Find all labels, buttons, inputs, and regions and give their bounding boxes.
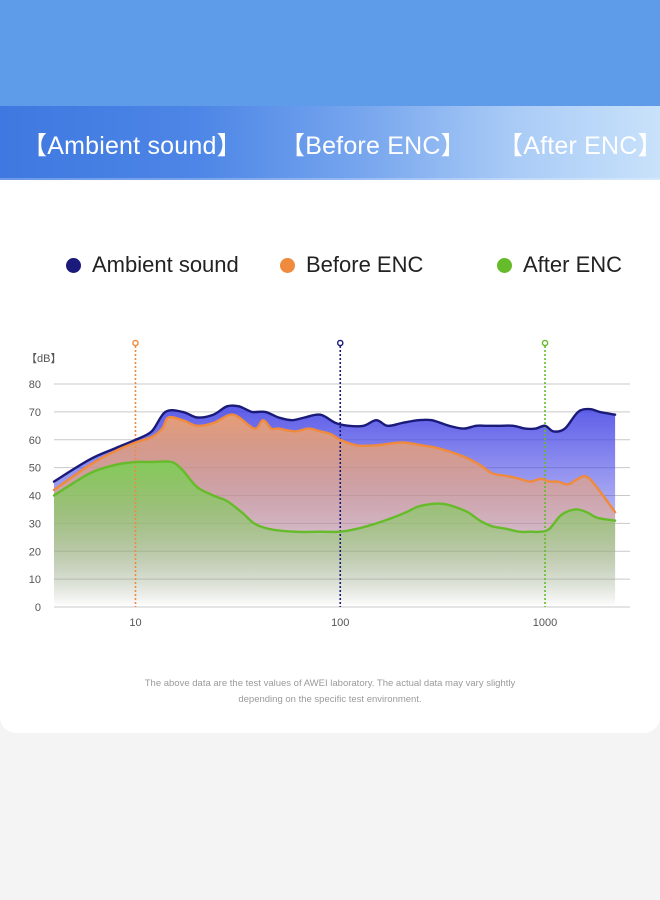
y-tick-label: 0 [35,602,41,614]
legend-label-after-enc: After ENC [523,252,623,277]
marker-dot [132,339,139,347]
marker-dot [336,339,344,347]
marker-dot [541,339,549,347]
legend-item-before-enc: Before ENC [280,252,423,278]
chart-legend: Ambient sound Before ENC After ENC [0,252,660,282]
legend-label-before-enc: Before ENC [306,252,424,277]
noise-reduction-chart: 【dB】 0 10 20 30 40 50 60 70 80 10 100 1000 [26,339,630,629]
footnote-line-1: The above data are the test values of AW… [144,678,516,689]
x-tick-label: 10 [129,617,141,629]
y-tick-label: 10 [29,574,41,586]
tab-bar: 【Ambient sound】 【Before ENC】 【After ENC】 [0,106,660,180]
tab-ambient-sound[interactable]: 【Ambient sound】 [22,132,242,160]
line-before-enc [52,413,617,514]
x-tick-label: 1000 [533,617,557,629]
y-tick-label: 30 [29,518,41,530]
area-layer [54,405,616,607]
y-axis-label: 【dB】 [26,352,61,365]
legend-item-after-enc: After ENC [497,252,622,278]
label-layer: 【dB】 0 10 20 30 40 50 60 70 80 10 100 1000 [26,352,557,629]
legend-item-ambient-sound: Ambient sound [66,252,239,278]
line-layer [52,404,617,534]
y-tick-label: 40 [29,491,41,503]
line-after-enc [52,460,617,534]
header-banner [0,0,660,106]
y-tick-label: 60 [29,435,41,447]
legend-label-ambient-sound: Ambient sound [92,252,239,277]
tab-before-enc[interactable]: 【Before ENC】 [280,132,466,160]
line-ambient-sound [52,404,617,483]
marker-layer [132,339,549,607]
tab-after-enc[interactable]: 【After ENC】 [498,132,660,160]
x-tick-label: 100 [331,617,349,629]
legend-dot-after-enc [497,257,512,273]
y-tick-label: 70 [29,407,41,419]
y-tick-label: 80 [29,379,41,391]
legend-dot-ambient-sound [66,257,81,273]
area-after-enc [54,461,616,607]
y-tick-label: 50 [29,463,41,475]
footnote: The above data are the test values of AW… [100,676,560,708]
legend-dot-before-enc [280,257,295,273]
y-tick-label: 20 [29,546,41,558]
footnote-line-2: depending on the specific test environme… [238,694,422,705]
